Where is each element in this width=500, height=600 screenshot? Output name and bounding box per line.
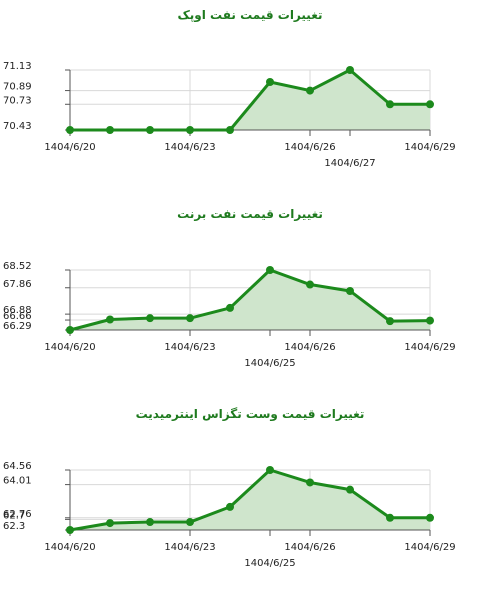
y-tick-label: 62.7 bbox=[3, 510, 25, 521]
brent-chart: تغییرات قیمت نفت برنت 68.52 67.86 66.88 66.… bbox=[0, 200, 500, 400]
x-tick-label: 1404/6/27 bbox=[324, 158, 375, 169]
data-point bbox=[426, 100, 434, 109]
x-tick-label: 1404/6/25 bbox=[244, 358, 295, 369]
y-tick-label: 70.89 bbox=[3, 82, 32, 93]
data-point bbox=[226, 126, 234, 134]
x-tick-label: 1404/6/20 bbox=[44, 142, 95, 153]
data-point bbox=[226, 303, 234, 312]
data-point bbox=[306, 280, 314, 289]
y-tick-label: 70.73 bbox=[3, 95, 32, 106]
data-point bbox=[266, 266, 274, 274]
y-tick-label: 71.13 bbox=[3, 61, 32, 72]
x-tick-label: 1404/6/29 bbox=[404, 142, 455, 153]
data-point bbox=[66, 526, 74, 534]
series-line bbox=[70, 68, 430, 132]
x-tick-label: 1404/6/26 bbox=[284, 342, 335, 353]
y-tick-label: 67.86 bbox=[3, 279, 32, 290]
data-point bbox=[426, 316, 434, 325]
y-tick-label: 62.3 bbox=[3, 521, 25, 532]
area-fill bbox=[70, 270, 430, 330]
data-point bbox=[346, 286, 354, 295]
y-tick-label: 64.01 bbox=[3, 476, 32, 487]
y-tick-label: 62.76 bbox=[3, 509, 32, 520]
chart-title: تغییرات قیمت نفت اوپک bbox=[177, 8, 323, 22]
y-tick-label: 66.66 bbox=[3, 311, 32, 322]
data-point bbox=[66, 126, 74, 134]
y-tick-label: 70.43 bbox=[3, 121, 32, 132]
y-tick-label: 66.88 bbox=[3, 305, 32, 316]
chart-title: تغییرات قیمت نفت برنت bbox=[177, 207, 323, 221]
x-tick-label: 1404/6/25 bbox=[244, 558, 295, 569]
data-point bbox=[346, 485, 354, 494]
x-tick-label: 1404/6/23 bbox=[164, 542, 215, 553]
x-tick-label: 1404/6/26 bbox=[284, 542, 335, 553]
data-point bbox=[426, 513, 434, 522]
data-point bbox=[186, 314, 194, 323]
data-point bbox=[106, 519, 114, 528]
data-point bbox=[106, 315, 114, 324]
x-tick-label: 1404/6/29 bbox=[404, 542, 455, 553]
area-fill bbox=[70, 70, 430, 130]
x-tick-label: 1404/6/29 bbox=[404, 342, 455, 353]
data-point bbox=[386, 100, 394, 109]
series-line bbox=[69, 468, 430, 532]
chart-title: تغییرات قیمت وست تگزاس اینترمیدیت bbox=[135, 407, 365, 421]
wti-chart: تغییرات قیمت وست تگزاس اینترمیدیت 64.56 6… bbox=[0, 400, 500, 600]
y-tick-label: 66.29 bbox=[3, 321, 32, 332]
x-tick-label: 1404/6/20 bbox=[44, 542, 95, 553]
opec-chart-plot: 71.13 70.89 70.73 70.43 1404/6/20 1404/6/23 14… bbox=[3, 61, 456, 169]
data-point bbox=[106, 126, 114, 134]
data-point bbox=[266, 466, 274, 474]
data-point bbox=[146, 314, 154, 323]
y-tick-label: 64.56 bbox=[3, 461, 32, 472]
data-point bbox=[66, 326, 74, 334]
data-point bbox=[386, 317, 394, 326]
x-tick-label: 1404/6/20 bbox=[44, 342, 95, 353]
x-tick-label: 1404/6/23 bbox=[164, 142, 215, 153]
data-point bbox=[386, 513, 394, 522]
series-line bbox=[69, 268, 431, 332]
data-point bbox=[226, 502, 234, 511]
data-point bbox=[346, 66, 354, 74]
x-tick-label: 1404/6/23 bbox=[164, 342, 215, 353]
area-fill bbox=[70, 470, 430, 530]
data-point bbox=[306, 86, 314, 95]
data-point bbox=[266, 78, 274, 86]
data-point bbox=[146, 126, 154, 134]
data-point bbox=[186, 126, 194, 134]
data-point bbox=[186, 518, 194, 527]
data-point bbox=[146, 518, 154, 527]
y-tick-label: 68.52 bbox=[3, 261, 32, 272]
opec-chart: تغییرات قیمت نفت اوپک 71.13 70.89 70.73 70.… bbox=[0, 0, 500, 200]
data-point bbox=[306, 478, 314, 487]
x-tick-label: 1404/6/26 bbox=[284, 142, 335, 153]
